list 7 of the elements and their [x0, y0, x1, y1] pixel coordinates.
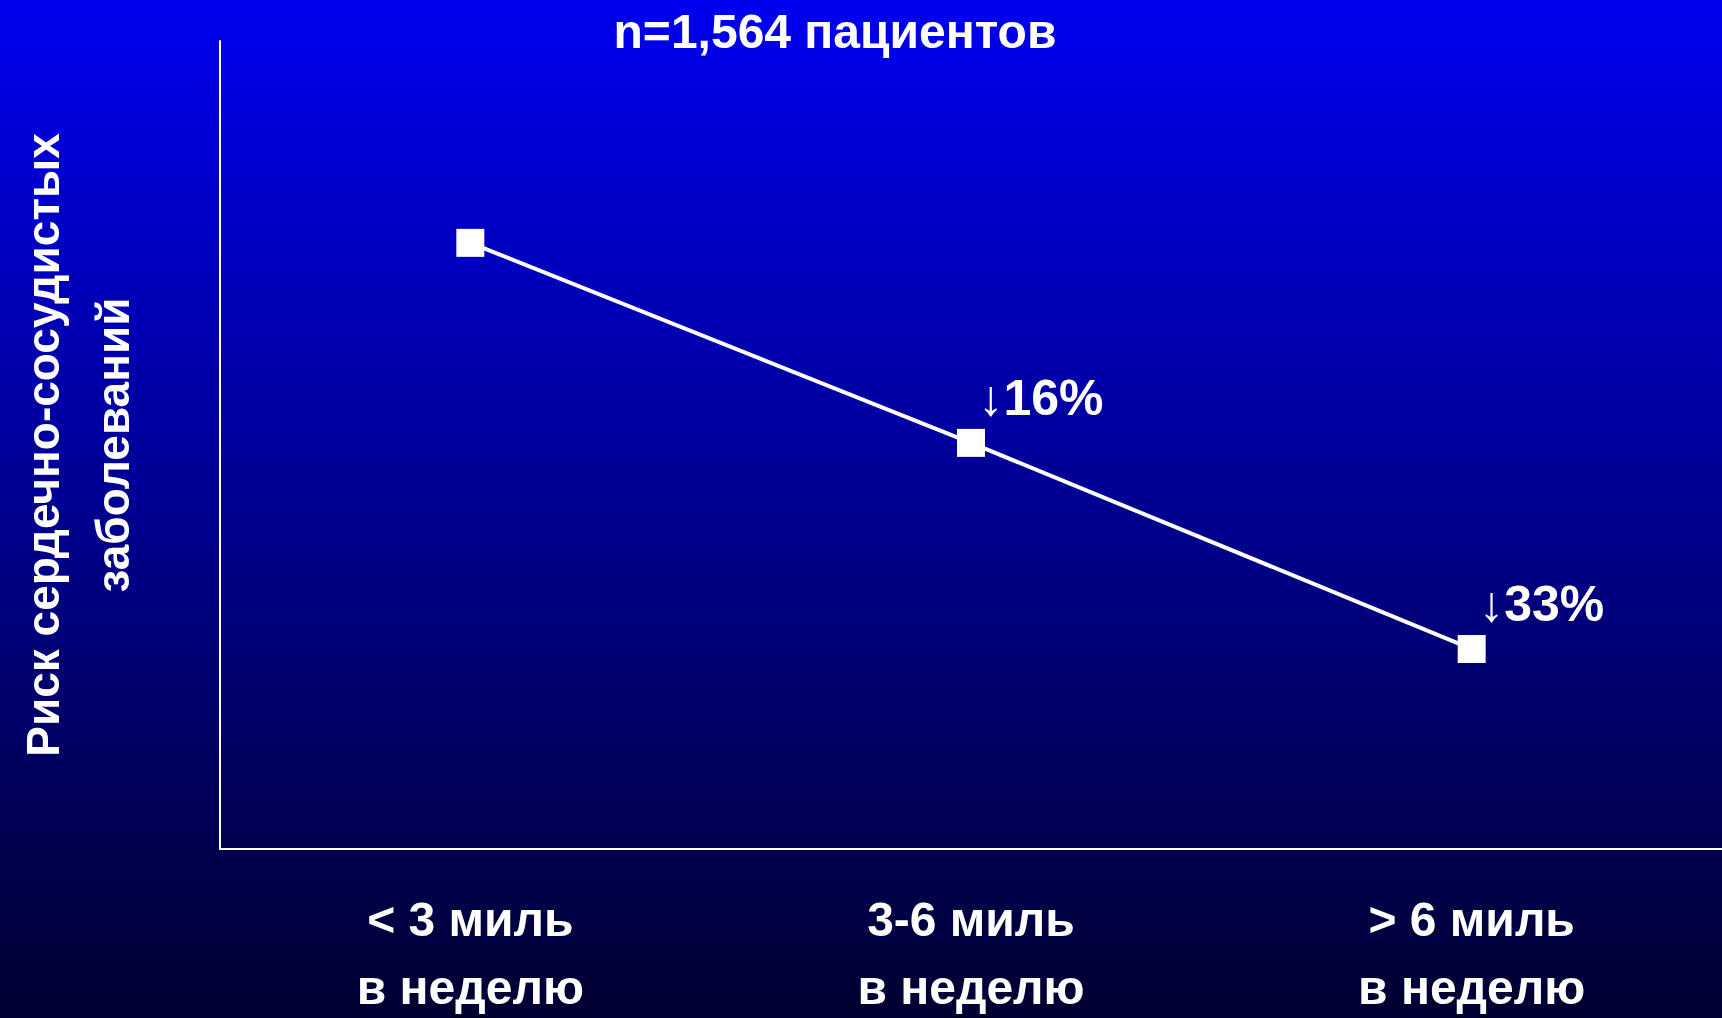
annotation: ↓16%	[978, 369, 1104, 426]
x-tick-label: < 3 миль в неделю	[356, 892, 584, 1014]
annotation: ↓33%	[1479, 575, 1605, 632]
chart-title: n=1,564 пациентов	[613, 4, 1057, 58]
x-tick-label: 3-6 миль в неделю	[857, 892, 1085, 1014]
x-tick-label: > 6 миль в неделю	[1358, 892, 1586, 1014]
y-axis-title: Риск сердечно-сосудистых заболеваний	[17, 132, 139, 757]
